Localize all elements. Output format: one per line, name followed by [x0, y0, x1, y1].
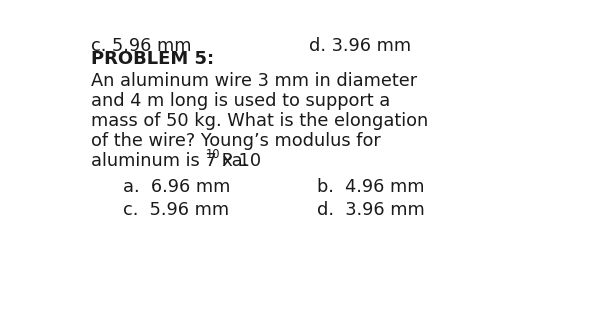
Text: c. 5.96 mm: c. 5.96 mm	[91, 37, 191, 55]
Text: d.  3.96 mm: d. 3.96 mm	[317, 202, 425, 219]
Text: aluminum is 7 x 10: aluminum is 7 x 10	[91, 152, 261, 170]
Text: and 4 m long is used to support a: and 4 m long is used to support a	[91, 92, 390, 110]
Text: mass of 50 kg. What is the elongation: mass of 50 kg. What is the elongation	[91, 112, 428, 130]
Text: PROBLEM 5:: PROBLEM 5:	[91, 51, 214, 69]
Text: An aluminum wire 3 mm in diameter: An aluminum wire 3 mm in diameter	[91, 72, 417, 90]
Text: 10: 10	[206, 148, 220, 161]
Text: of the wire? Young’s modulus for: of the wire? Young’s modulus for	[91, 132, 381, 150]
Text: c.  5.96 mm: c. 5.96 mm	[123, 202, 230, 219]
Text: Pa.: Pa.	[216, 152, 249, 170]
Text: d. 3.96 mm: d. 3.96 mm	[309, 37, 411, 55]
Text: a.  6.96 mm: a. 6.96 mm	[123, 178, 231, 196]
Text: b.  4.96 mm: b. 4.96 mm	[317, 178, 424, 196]
